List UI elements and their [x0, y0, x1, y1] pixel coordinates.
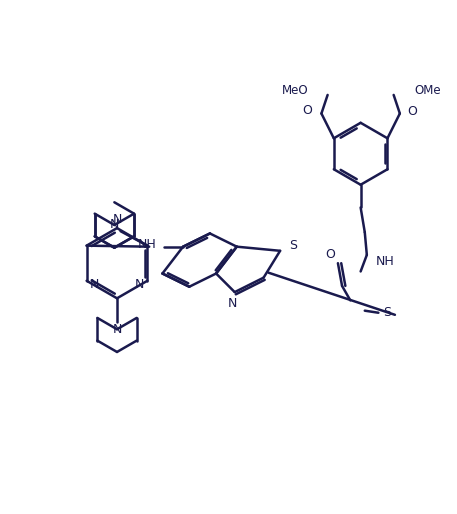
Text: N: N: [228, 297, 237, 310]
Text: NH: NH: [138, 238, 156, 251]
Text: N: N: [112, 213, 122, 226]
Text: O: O: [325, 248, 335, 261]
Text: N: N: [112, 323, 122, 336]
Text: O: O: [302, 104, 312, 117]
Text: N: N: [90, 279, 100, 291]
Text: N: N: [134, 279, 144, 291]
Text: N: N: [110, 218, 119, 231]
Text: NH: NH: [376, 254, 395, 268]
Text: OMe: OMe: [414, 84, 441, 97]
Text: O: O: [407, 105, 417, 118]
Text: MeO: MeO: [282, 84, 308, 97]
Text: S: S: [383, 306, 392, 319]
Text: S: S: [289, 240, 297, 252]
